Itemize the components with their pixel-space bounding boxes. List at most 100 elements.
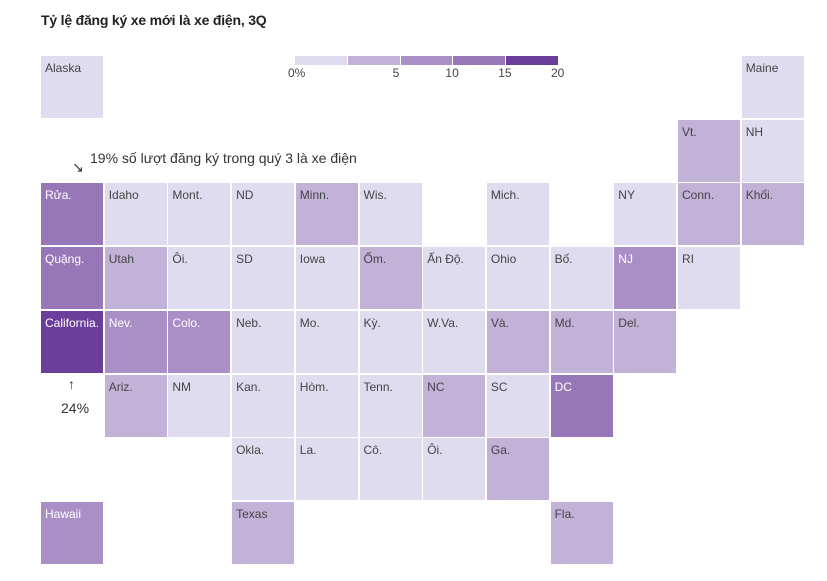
state-tile: Ariz.	[104, 374, 167, 437]
state-tile: Ohio	[486, 247, 549, 310]
state-label: Ôi.	[172, 252, 188, 267]
state-label: Quặng.	[45, 252, 85, 267]
legend-swatch	[453, 56, 506, 65]
state-tile: DC	[550, 374, 613, 437]
state-tile: Md.	[550, 310, 613, 373]
state-tile: Ốm.	[359, 247, 422, 310]
legend-swatch	[347, 56, 400, 65]
state-label: Texas	[236, 506, 268, 521]
state-tile: Hawaii	[41, 501, 103, 564]
state-label: Wis.	[363, 188, 387, 203]
state-tile: Kỳ.	[359, 310, 422, 373]
state-label: Alaska	[45, 61, 82, 75]
state-tile: Ga.	[486, 438, 549, 501]
state-label: Bố.	[554, 252, 573, 267]
state-label: NC	[427, 379, 445, 394]
state-tile: Alaska	[41, 56, 103, 118]
state-label: Ga.	[490, 443, 511, 458]
state-tile: ND	[232, 183, 295, 246]
state-tile: NM	[168, 374, 231, 437]
legend-tick: 20	[551, 66, 565, 80]
state-tile: NY	[614, 183, 677, 246]
state-label: Okla.	[236, 443, 265, 458]
state-tile: SC	[486, 374, 549, 437]
state-tile: Mo.	[295, 310, 358, 373]
state-tile: Quặng.	[41, 247, 103, 310]
state-label: Ohio	[490, 252, 517, 267]
legend: 0% 5 10 15 20	[288, 56, 564, 86]
state-label: Kỳ.	[363, 315, 381, 330]
state-label: NY	[618, 188, 635, 203]
state-label: SC	[490, 379, 508, 394]
state-tile: Rửa.	[41, 183, 103, 246]
arrow-up-icon: ↑	[68, 376, 75, 392]
state-tile: Del.	[614, 310, 677, 373]
state-label: ND	[236, 188, 254, 203]
legend-tick: 15	[498, 66, 512, 80]
state-tile: NC	[423, 374, 486, 437]
state-label: Vt.	[682, 124, 697, 139]
state-label: NJ	[618, 252, 633, 267]
state-tile: Kan.	[232, 374, 295, 437]
state-label: Ấn Độ.	[427, 252, 464, 267]
annotation-washington: 19% số lượt đăng ký trong quý 3 là xe đi…	[90, 150, 357, 166]
state-tile: Minn.	[295, 183, 358, 246]
state-label: Hawaii	[45, 506, 82, 521]
legend-tick: 10	[445, 66, 459, 80]
state-label: Fla.	[554, 506, 575, 521]
state-tile: Vt.	[678, 119, 740, 182]
state-label: Rửa.	[45, 188, 72, 203]
state-label: Khối.	[745, 188, 774, 203]
state-label: RI	[682, 252, 694, 267]
state-tile: Tenn.	[359, 374, 422, 437]
legend-swatch	[506, 56, 558, 65]
state-label: Neb.	[236, 315, 262, 330]
state-label: SD	[236, 252, 253, 267]
state-label: Mont.	[172, 188, 203, 203]
state-tile: Conn.	[678, 183, 740, 246]
legend-swatch	[400, 56, 453, 65]
state-tile: NJ	[614, 247, 677, 310]
state-label: Ariz.	[108, 379, 133, 394]
annotation-california: 24%	[61, 400, 90, 416]
state-label: Ôi.	[427, 443, 443, 458]
state-label: Minn.	[299, 188, 330, 203]
state-label: Và.	[490, 315, 509, 330]
state-label: Kan.	[236, 379, 261, 394]
state-tile: Nev.	[104, 310, 167, 373]
state-tile: Maine	[741, 56, 804, 118]
state-tile: Mont.	[168, 183, 231, 246]
state-label: NM	[172, 379, 192, 394]
state-tile: Iowa	[295, 247, 358, 310]
state-tile: RI	[678, 247, 740, 310]
state-tile: Và.	[486, 310, 549, 373]
state-label: Cô.	[363, 443, 383, 458]
state-tile: Ấn Độ.	[423, 247, 486, 310]
state-tile: Bố.	[550, 247, 613, 310]
state-label: Colo.	[172, 315, 201, 330]
state-tile: La.	[295, 438, 358, 501]
state-tile: NH	[741, 119, 804, 182]
state-label: DC	[554, 379, 572, 394]
state-tile: Cô.	[359, 438, 422, 501]
state-label: Md.	[554, 315, 575, 330]
state-tile: California.	[41, 310, 103, 373]
state-label: California.	[45, 315, 100, 330]
state-tile: Hòm.	[295, 374, 358, 437]
state-tile: Mich.	[486, 183, 549, 246]
state-tile: Fla.	[550, 501, 613, 564]
state-tile: W.Va.	[423, 310, 486, 373]
chart-title: Tỷ lệ đăng ký xe mới là xe điện, 3Q	[41, 12, 267, 28]
legend-swatch	[295, 56, 347, 65]
state-label: Nev.	[108, 315, 133, 330]
state-label: W.Va.	[427, 315, 459, 330]
state-label: La.	[299, 443, 317, 458]
state-label: Mich.	[490, 188, 520, 203]
state-label: Mo.	[299, 315, 320, 330]
arrow-down-icon: ↘	[72, 159, 84, 175]
state-tile: Neb.	[232, 310, 295, 373]
state-label: Conn.	[682, 188, 715, 203]
state-tile: Colo.	[168, 310, 231, 373]
state-tile: Khối.	[741, 183, 804, 246]
